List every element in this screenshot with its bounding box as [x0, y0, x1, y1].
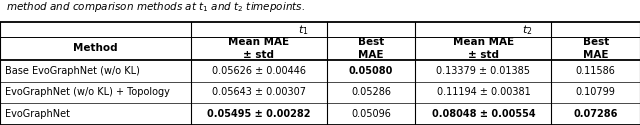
Text: Base EvoGraphNet (w/o KL): Base EvoGraphNet (w/o KL) — [5, 66, 140, 76]
Text: 0.05080: 0.05080 — [349, 66, 393, 76]
Text: 0.11194 ± 0.00381: 0.11194 ± 0.00381 — [436, 87, 531, 97]
Text: Best
MAE: Best MAE — [582, 37, 609, 60]
Text: Mean MAE
± std: Mean MAE ± std — [228, 37, 289, 60]
Text: EvoGraphNet: EvoGraphNet — [5, 109, 70, 119]
Text: 0.05286: 0.05286 — [351, 87, 391, 97]
Text: 0.05096: 0.05096 — [351, 109, 391, 119]
Text: 0.08048 ± 0.00554: 0.08048 ± 0.00554 — [431, 109, 535, 119]
Text: 0.05495 ± 0.00282: 0.05495 ± 0.00282 — [207, 109, 310, 119]
Text: 0.05626 ± 0.00446: 0.05626 ± 0.00446 — [212, 66, 306, 76]
Text: Method: Method — [73, 43, 118, 53]
Text: 0.07286: 0.07286 — [573, 109, 618, 119]
Text: $t_1$: $t_1$ — [298, 23, 308, 37]
Text: Best
MAE: Best MAE — [358, 37, 384, 60]
Text: Mean MAE
± std: Mean MAE ± std — [453, 37, 514, 60]
Text: EvoGraphNet (w/o KL) + Topology: EvoGraphNet (w/o KL) + Topology — [5, 87, 170, 97]
Text: 0.11586: 0.11586 — [576, 66, 616, 76]
Text: 0.10799: 0.10799 — [576, 87, 616, 97]
Text: 0.05643 ± 0.00307: 0.05643 ± 0.00307 — [212, 87, 306, 97]
Text: 0.13379 ± 0.01385: 0.13379 ± 0.01385 — [436, 66, 531, 76]
Text: method and comparison methods at $t_1$ and $t_2$ timepoints.: method and comparison methods at $t_1$ a… — [6, 0, 305, 14]
Text: $t_2$: $t_2$ — [522, 23, 533, 37]
